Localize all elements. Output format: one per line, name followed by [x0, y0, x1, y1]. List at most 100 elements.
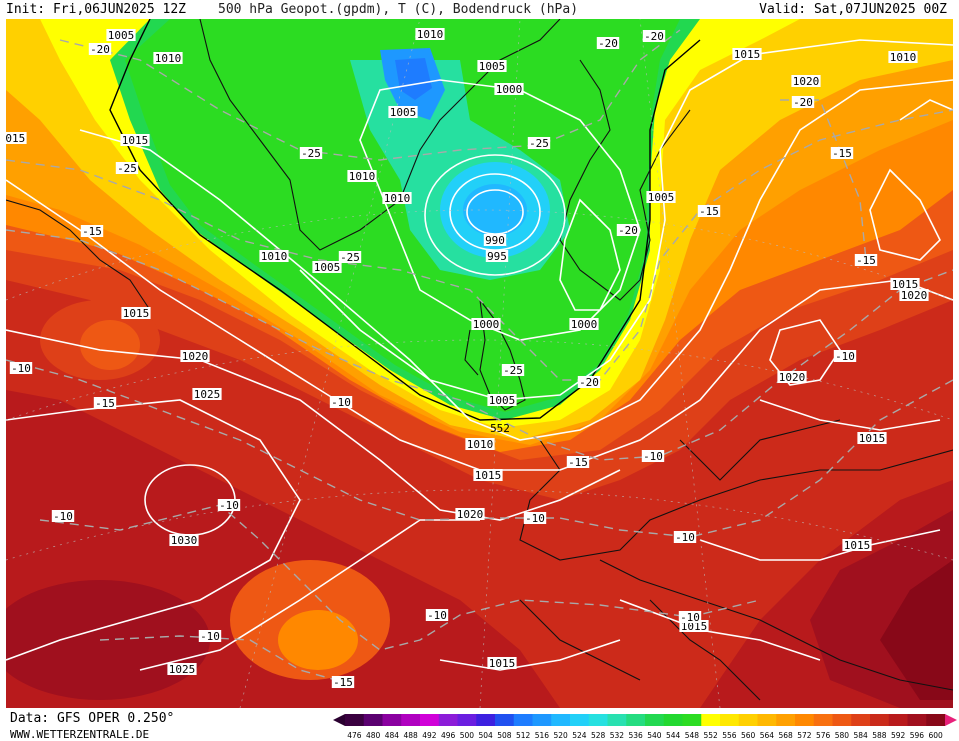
- svg-text:1015: 1015: [475, 469, 502, 482]
- svg-text:1010: 1010: [155, 52, 182, 65]
- temperature-label: -10: [523, 512, 547, 525]
- scale-swatch: [476, 714, 496, 726]
- temperature-label: -25: [501, 364, 525, 377]
- svg-text:1000: 1000: [473, 318, 500, 331]
- svg-text:1015: 1015: [859, 432, 886, 445]
- scale-swatch: [532, 714, 552, 726]
- temperature-label: -20: [642, 30, 666, 43]
- pressure-label: 1015: [121, 307, 151, 320]
- pressure-label: 1015: [6, 132, 27, 145]
- svg-text:-15: -15: [95, 397, 115, 410]
- svg-text:-25: -25: [340, 251, 360, 264]
- scale-arrow-left: [333, 714, 345, 726]
- scale-tick-label: 524: [572, 731, 587, 740]
- svg-text:1020: 1020: [793, 75, 820, 88]
- svg-text:1025: 1025: [194, 388, 221, 401]
- init-time: Init: Fri,06JUN2025 12Z: [6, 2, 187, 17]
- temperature-label: -10: [9, 362, 33, 375]
- pressure-label: 1010: [382, 192, 412, 205]
- scale-tick-label: 564: [760, 731, 775, 740]
- scale-swatch: [495, 714, 515, 726]
- svg-text:-10: -10: [427, 609, 447, 622]
- svg-text:1015: 1015: [122, 134, 149, 147]
- svg-text:-15: -15: [333, 676, 353, 689]
- scale-tick-label: 600: [928, 731, 943, 740]
- temperature-label: -10: [678, 611, 702, 624]
- temperature-label: -20: [616, 224, 640, 237]
- scale-tick-label: 572: [797, 731, 812, 740]
- map-footer: Data: GFS OPER 0.250° WWW.WETTERZENTRALE…: [0, 708, 959, 741]
- temperature-label: -10: [198, 630, 222, 643]
- scale-swatch: [663, 714, 683, 726]
- svg-text:1005: 1005: [390, 106, 417, 119]
- svg-text:-15: -15: [82, 225, 102, 238]
- pressure-label: 995: [485, 250, 509, 263]
- scale-arrow-right: [945, 714, 957, 726]
- scale-swatch: [851, 714, 871, 726]
- scale-tick-label: 488: [403, 731, 418, 740]
- svg-text:-10: -10: [331, 396, 351, 409]
- temperature-label: -25: [338, 251, 362, 264]
- pressure-label: 1005: [477, 60, 507, 73]
- scale-swatch: [438, 714, 458, 726]
- pressure-label: 1000: [494, 83, 524, 96]
- pressure-label: 1010: [465, 438, 495, 451]
- svg-text:1010: 1010: [467, 438, 494, 451]
- temperature-label: -20: [577, 376, 601, 389]
- scale-swatch: [645, 714, 665, 726]
- pressure-label: 1025: [192, 388, 222, 401]
- svg-text:-20: -20: [90, 43, 110, 56]
- svg-text:-15: -15: [832, 147, 852, 160]
- svg-text:-10: -10: [835, 350, 855, 363]
- pressure-label: 990: [483, 234, 507, 247]
- scale-swatch: [757, 714, 777, 726]
- scale-swatch: [701, 714, 721, 726]
- scale-tick-label: 520: [553, 731, 568, 740]
- svg-text:-20: -20: [644, 30, 664, 43]
- geopotential-labels: 552: [490, 422, 510, 435]
- svg-text:-15: -15: [568, 456, 588, 469]
- pressure-label: 1010: [888, 51, 918, 64]
- svg-text:1005: 1005: [648, 191, 675, 204]
- pressure-label: 1010: [259, 250, 289, 263]
- scale-tick-label: 500: [460, 731, 475, 740]
- svg-text:1005: 1005: [489, 394, 516, 407]
- pressure-label: 1015: [487, 657, 517, 670]
- temperature-label: -25: [299, 147, 323, 160]
- scale-swatch: [813, 714, 833, 726]
- pressure-label: 1015: [120, 134, 150, 147]
- temperature-label: -15: [830, 147, 854, 160]
- scale-tick-label: 484: [385, 731, 400, 740]
- scale-tick-label: 556: [722, 731, 737, 740]
- map-title: 500 hPa Geopot.(gpdm), T (C), Bodendruck…: [218, 2, 579, 17]
- scale-tick-label: 476: [347, 731, 362, 740]
- svg-text:-20: -20: [618, 224, 638, 237]
- svg-text:1000: 1000: [571, 318, 598, 331]
- scale-tick-label: 548: [685, 731, 700, 740]
- temperature-label: -10: [833, 350, 857, 363]
- pressure-label: 1020: [899, 289, 929, 302]
- svg-text:1015: 1015: [892, 278, 919, 291]
- scale-tick-label: 584: [853, 731, 868, 740]
- scale-tick-label: 492: [422, 731, 437, 740]
- scale-swatch: [926, 714, 946, 726]
- svg-text:1020: 1020: [779, 371, 806, 384]
- svg-text:1025: 1025: [169, 663, 196, 676]
- pressure-label: 1025: [167, 663, 197, 676]
- svg-text:1005: 1005: [108, 29, 135, 42]
- scale-swatch: [776, 714, 796, 726]
- scale-swatch: [363, 714, 383, 726]
- pressure-label: 1020: [180, 350, 210, 363]
- svg-text:-10: -10: [643, 450, 663, 463]
- pressure-label: 1010: [415, 28, 445, 41]
- temperature-label: -25: [115, 162, 139, 175]
- temperature-label: -10: [425, 609, 449, 622]
- svg-text:-15: -15: [699, 205, 719, 218]
- scale-swatch: [570, 714, 590, 726]
- temperature-labels: -20 -20 -20 -20 -25 -25 -25 -15 -15 -20 -25 -15 -15 -…: [9, 30, 878, 689]
- temperature-label: -10: [641, 450, 665, 463]
- scale-swatch: [345, 714, 365, 726]
- map-header: Init: Fri,06JUN2025 12Z 500 hPa Geopot.(…: [0, 0, 959, 19]
- temperature-label: -20: [596, 37, 620, 50]
